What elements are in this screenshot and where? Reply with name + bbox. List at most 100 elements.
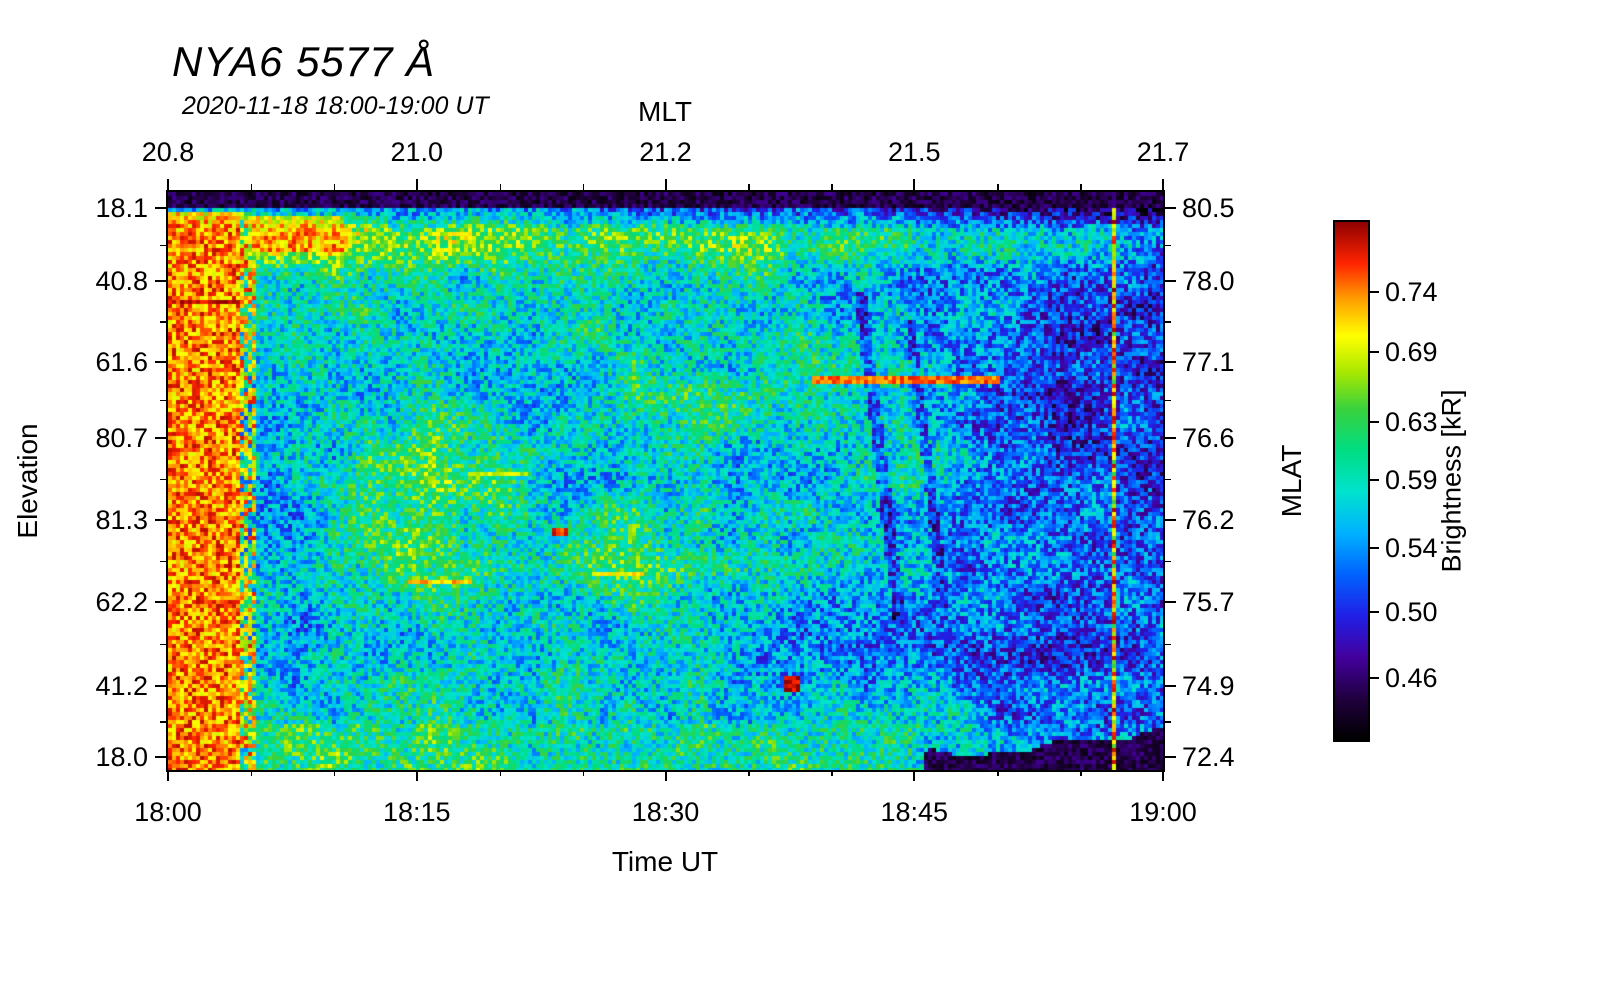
mlt-tick-label: 21.7 xyxy=(1136,137,1190,167)
elevation-tick-label: 62.2 xyxy=(95,586,148,617)
mlat-minor-tick xyxy=(1165,244,1171,247)
x-tick-label: 18:30 xyxy=(631,797,700,827)
colorbar-tick-label: 0.50 xyxy=(1385,597,1438,628)
mlt-tick-label: 21.2 xyxy=(639,137,692,167)
mlt-minor-tick xyxy=(582,184,585,190)
x-tick-label: 19:00 xyxy=(1129,797,1197,827)
x-tick xyxy=(913,770,916,781)
figure-subtitle: 2020-11-18 18:00-19:00 UT xyxy=(182,92,489,120)
mlat-tick xyxy=(1165,600,1176,603)
mlat-minor-tick xyxy=(1165,643,1171,646)
top-axis-label: MLT xyxy=(638,96,692,127)
colorbar-tick xyxy=(1370,611,1379,614)
mlat-tick xyxy=(1165,280,1176,282)
mlat-tick xyxy=(1165,756,1176,759)
colorbar-tick-label: 0.59 xyxy=(1385,464,1438,495)
colorbar-tick xyxy=(1370,351,1379,354)
mlat-tick-label: 76.6 xyxy=(1182,422,1235,453)
x-minor-tick xyxy=(333,770,336,776)
elevation-tick xyxy=(155,207,166,210)
mlat-tick xyxy=(1165,518,1176,521)
mlt-tick xyxy=(913,179,916,190)
mlt-minor-tick xyxy=(499,184,502,190)
colorbar-tick-label: 0.54 xyxy=(1385,532,1438,563)
elevation-tick-label: 41.2 xyxy=(95,670,148,701)
heatmap-canvas xyxy=(168,192,1163,770)
mlat-tick-label: 76.2 xyxy=(1182,504,1235,535)
left-axis-label: Elevation xyxy=(12,423,43,539)
x-minor-tick xyxy=(1080,770,1082,776)
figure-title: NYA6 5577 Å xyxy=(172,38,436,85)
mlt-tick-label: 21.5 xyxy=(887,137,941,167)
mlat-tick-label: 74.9 xyxy=(1182,670,1235,701)
elevation-tick xyxy=(155,360,166,363)
bottom-axis-label: Time UT xyxy=(611,846,719,877)
x-tick-label: 18:00 xyxy=(134,797,202,827)
colorbar-tick-label: 0.69 xyxy=(1385,337,1438,368)
right-axis-label: MLAT xyxy=(1276,444,1307,518)
elevation-tick xyxy=(155,436,166,439)
colorbar xyxy=(1333,220,1370,742)
x-minor-tick xyxy=(748,770,750,776)
elevation-tick xyxy=(155,756,166,759)
colorbar-tick-label: 0.74 xyxy=(1385,276,1438,307)
mlt-minor-tick xyxy=(831,184,833,190)
mlt-tick xyxy=(1162,179,1164,190)
colorbar-tick xyxy=(1370,290,1379,293)
mlat-tick xyxy=(1165,207,1176,210)
colorbar-tick xyxy=(1370,546,1379,549)
elevation-tick xyxy=(155,518,166,521)
x-tick xyxy=(664,770,667,781)
colorbar-tick xyxy=(1370,478,1379,481)
elevation-minor-tick xyxy=(160,721,166,723)
elevation-minor-tick xyxy=(160,399,166,402)
mlt-tick-label: 20.8 xyxy=(141,137,195,167)
mlt-tick xyxy=(167,179,169,190)
elevation-minor-tick xyxy=(160,244,166,247)
mlat-minor-tick xyxy=(1165,399,1171,402)
colorbar-tick xyxy=(1370,420,1379,423)
mlt-tick xyxy=(415,179,418,190)
x-minor-tick xyxy=(582,770,585,776)
mlat-tick-label: 77.1 xyxy=(1182,346,1235,377)
elevation-tick-label: 80.7 xyxy=(95,422,148,453)
colorbar-tick-label: 0.46 xyxy=(1385,662,1438,693)
mlt-tick-label: 21.0 xyxy=(390,137,444,167)
elevation-tick-label: 81.3 xyxy=(95,504,148,535)
elevation-tick-label: 61.6 xyxy=(95,346,148,377)
mlt-minor-tick xyxy=(748,184,750,190)
mlt-tick xyxy=(664,179,667,190)
mlt-minor-tick xyxy=(250,184,253,190)
mlt-minor-tick xyxy=(1080,184,1082,190)
elevation-minor-tick xyxy=(160,643,166,646)
elevation-tick-label: 40.8 xyxy=(95,266,148,296)
plot-area xyxy=(166,190,1165,772)
mlat-tick-label: 75.7 xyxy=(1182,586,1235,617)
elevation-minor-tick xyxy=(160,478,166,481)
elevation-tick xyxy=(155,280,166,282)
mlat-minor-tick xyxy=(1165,478,1171,481)
x-minor-tick xyxy=(997,770,999,776)
elevation-tick-label: 18.1 xyxy=(95,193,148,224)
mlat-tick-label: 72.4 xyxy=(1182,742,1235,773)
mlat-minor-tick xyxy=(1165,560,1171,563)
colorbar-tick xyxy=(1370,676,1379,679)
elevation-tick xyxy=(155,684,166,687)
x-tick-label: 18:15 xyxy=(382,797,451,827)
mlat-tick-label: 78.0 xyxy=(1182,266,1235,296)
x-minor-tick xyxy=(250,770,253,776)
mlat-tick xyxy=(1165,436,1176,439)
x-tick xyxy=(415,770,418,781)
elevation-tick-label: 18.0 xyxy=(95,742,148,773)
mlt-minor-tick xyxy=(333,184,336,190)
x-minor-tick xyxy=(831,770,833,776)
x-tick xyxy=(1162,770,1164,781)
mlat-tick xyxy=(1165,684,1176,687)
mlat-minor-tick xyxy=(1165,321,1171,323)
elevation-minor-tick xyxy=(160,321,166,323)
mlat-tick-label: 80.5 xyxy=(1182,193,1235,224)
mlt-minor-tick xyxy=(997,184,999,190)
x-tick xyxy=(167,770,169,781)
x-tick-label: 18:45 xyxy=(880,797,949,827)
